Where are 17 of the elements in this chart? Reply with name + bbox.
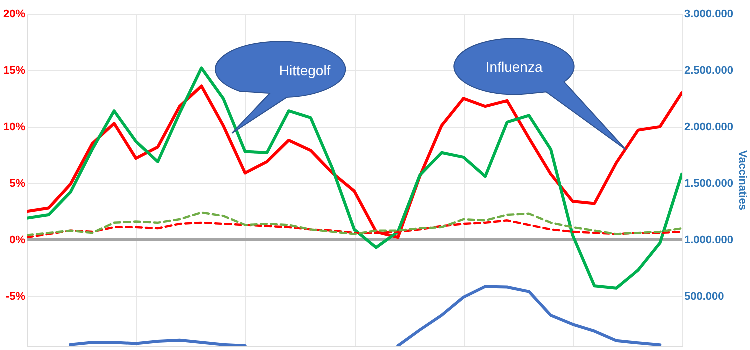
y2-axis-title: Vaccinaties [736,150,748,210]
y-tick-label: 15% [3,64,26,77]
y2-tick-label: 3.000.000 [684,8,734,20]
annotation: Hittegolf [279,62,331,79]
y2-tick-label: 2.000.000 [684,121,734,134]
y-tick-label: 10% [3,121,26,134]
y-tick-label: -5% [6,290,26,303]
annotation: Influenza [486,59,543,76]
line-series [27,84,682,240]
y2-tick-label: 1.500.000 [684,178,734,190]
y2-tick-label: 500.000 [684,290,724,303]
y-tick-label: 0% [10,234,26,246]
y-tick-label: 20% [3,8,26,20]
y2-tick-label: 1.000.000 [684,234,734,246]
y2-tick-label: 2.500.000 [684,64,734,77]
line-series [27,212,682,236]
y-tick-label: 5% [10,178,26,190]
